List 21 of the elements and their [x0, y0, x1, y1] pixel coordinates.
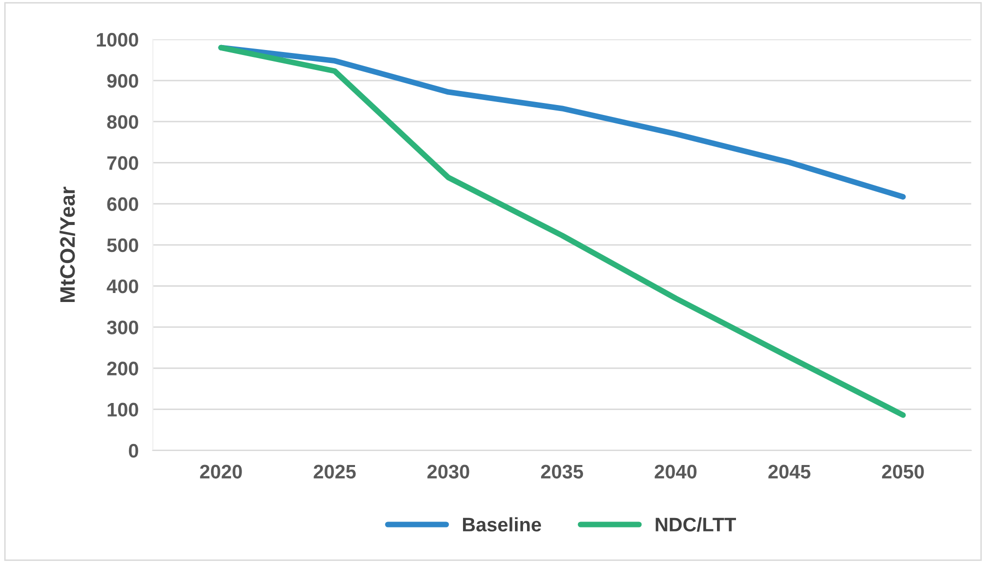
y-tick-label: 100 — [108, 402, 138, 417]
legend-label: NDC/LTT — [656, 517, 736, 532]
y-tick-label: 700 — [107, 156, 138, 170]
x-tick-label: 2020 — [200, 464, 242, 479]
x-tick-label: 2045 — [768, 464, 810, 479]
x-tick-label: 2040 — [654, 464, 697, 479]
x-tick-label: 2035 — [541, 464, 584, 479]
y-tick-label: 0 — [128, 444, 138, 458]
y-tick-label: 800 — [107, 115, 138, 129]
x-tick-label: 2030 — [427, 464, 470, 479]
y-tick-label: 300 — [106, 320, 138, 334]
y-tick-label: 1000 — [96, 32, 138, 47]
y-tick-label: 500 — [107, 238, 138, 252]
y-tick-label: 600 — [107, 197, 138, 212]
y-tick-label: 400 — [106, 279, 138, 294]
y-tick-label: 900 — [107, 74, 138, 88]
y-axis-title: MtCO2/Year — [60, 186, 76, 302]
x-tick-label: 2025 — [314, 464, 356, 479]
legend-label: Baseline — [463, 517, 542, 532]
y-tick-label: 200 — [107, 362, 138, 376]
x-tick-label: 2050 — [882, 464, 924, 479]
